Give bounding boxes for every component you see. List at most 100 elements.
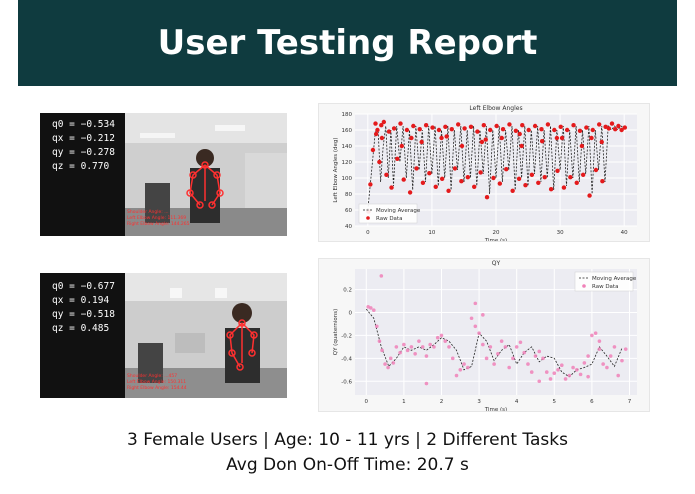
- raw-data-point: [466, 365, 470, 370]
- raw-data-point: [389, 185, 394, 190]
- raw-data-point: [526, 127, 531, 133]
- raw-data-point: [399, 143, 404, 149]
- raw-data-point: [411, 123, 416, 129]
- raw-data-point: [605, 365, 609, 370]
- raw-data-point: [444, 134, 449, 139]
- raw-data-point: [484, 356, 489, 361]
- raw-data-point: [619, 127, 624, 133]
- overlay-shoulder-angle: Shoulder Angle: ...457: [127, 373, 177, 379]
- x-tick-label: 30: [557, 230, 564, 236]
- x-tick-label: 10: [428, 230, 435, 236]
- raw-data-point: [479, 139, 485, 145]
- raw-data-point: [593, 167, 599, 173]
- raw-data-point: [537, 379, 542, 384]
- raw-data-point: [433, 184, 438, 189]
- legend-entry-moving-average: Moving Average: [592, 276, 637, 282]
- raw-data-point: [513, 128, 519, 133]
- video-frame-bottom: q0 = −0.677 qx = 0.194 qy = −0.518 qz = …: [40, 273, 287, 398]
- overlay-right-elbow-angle: Right Elbow Angle: 154.44: [127, 385, 187, 391]
- y-tick-label: 100: [342, 176, 353, 182]
- x-tick-label: 2: [440, 399, 444, 405]
- raw-data-point: [413, 351, 417, 356]
- raw-data-point: [462, 126, 467, 131]
- raw-data-point: [427, 171, 432, 176]
- legend-entry-raw-data: Raw Data: [376, 216, 402, 222]
- raw-data-point: [552, 127, 557, 133]
- raw-data-point: [520, 123, 525, 128]
- raw-data-point: [548, 187, 554, 192]
- raw-data-point: [488, 345, 493, 349]
- raw-data-point: [563, 377, 568, 381]
- raw-data-point: [407, 190, 413, 195]
- raw-data-point: [391, 361, 396, 365]
- quaternion-qx: qx = 0.194: [52, 295, 110, 306]
- raw-data-point: [372, 308, 376, 313]
- y-tick-label: 120: [342, 160, 353, 166]
- raw-data-point: [555, 168, 560, 173]
- raw-data-point: [379, 123, 384, 128]
- raw-data-point: [481, 123, 487, 128]
- raw-data-point: [586, 354, 590, 358]
- raw-data-point: [499, 135, 504, 141]
- raw-data-point: [458, 368, 463, 372]
- raw-data-point: [481, 313, 485, 317]
- raw-data-point: [582, 361, 587, 365]
- raw-data-point: [507, 365, 511, 370]
- raw-data-point: [465, 175, 470, 180]
- raw-data-point: [386, 129, 392, 134]
- raw-data-point: [623, 347, 628, 351]
- y-tick-label: -0.4: [341, 356, 352, 362]
- raw-data-point: [443, 124, 448, 129]
- raw-data-point: [529, 172, 535, 177]
- raw-data-point: [388, 356, 393, 361]
- raw-data-point: [494, 123, 499, 129]
- raw-data-point: [574, 180, 579, 185]
- quaternion-qx: qx = −0.212: [52, 133, 115, 144]
- raw-data-point: [469, 316, 474, 321]
- raw-data-point: [447, 345, 451, 349]
- raw-data-point: [398, 350, 402, 355]
- x-tick-label: 4: [515, 399, 519, 405]
- raw-data-point: [432, 345, 436, 349]
- y-tick-label: 80: [345, 192, 352, 198]
- quaternion-q0: q0 = −0.677: [52, 281, 115, 292]
- raw-data-point: [404, 127, 410, 133]
- raw-data-point: [472, 184, 477, 189]
- raw-data-point: [375, 127, 380, 133]
- raw-data-point: [601, 362, 605, 366]
- x-tick-label: 6: [590, 399, 594, 405]
- raw-data-point: [424, 354, 429, 358]
- x-tick-label: 40: [621, 230, 628, 236]
- x-tick-label: 3: [477, 399, 481, 405]
- raw-data-point: [379, 274, 384, 278]
- raw-data-point: [473, 301, 478, 306]
- raw-data-point: [537, 349, 542, 354]
- raw-data-point: [580, 172, 586, 177]
- chart-qy: 0 1 2 3 4 5 6 7 -0.6 -0.4 -0.2 0 0.2 QY Time (s) QY (qu…: [318, 258, 650, 412]
- raw-data-point: [499, 339, 504, 343]
- y-tick-label: 40: [345, 224, 352, 230]
- raw-data-point: [589, 135, 594, 141]
- raw-data-point: [533, 354, 538, 358]
- raw-data-point: [435, 335, 440, 340]
- raw-data-point: [507, 122, 512, 127]
- video-frame-top-image: [40, 113, 287, 236]
- raw-data-point: [439, 333, 444, 338]
- raw-data-point: [510, 188, 515, 193]
- video-frame-top: q0 = −0.534 qx = −0.212 qy = −0.278 qz =…: [40, 113, 287, 236]
- raw-data-point: [518, 340, 523, 345]
- chart-left-elbow-angles-svg: 0 10 20 30 40 40 60 80 100 120 140 160 180 Left Elbow…: [333, 105, 637, 241]
- raw-data-point: [492, 362, 496, 366]
- raw-data-point: [377, 159, 382, 165]
- raw-data-point: [586, 374, 590, 379]
- raw-data-point: [541, 356, 545, 361]
- raw-data-point: [536, 180, 541, 185]
- raw-data-point: [609, 121, 615, 126]
- raw-data-point: [511, 356, 515, 361]
- raw-data-point: [613, 127, 618, 132]
- raw-data-point: [417, 339, 421, 343]
- raw-data-point: [560, 363, 564, 368]
- raw-data-point: [590, 333, 594, 338]
- raw-data-point: [593, 331, 598, 335]
- raw-data-point: [478, 170, 483, 175]
